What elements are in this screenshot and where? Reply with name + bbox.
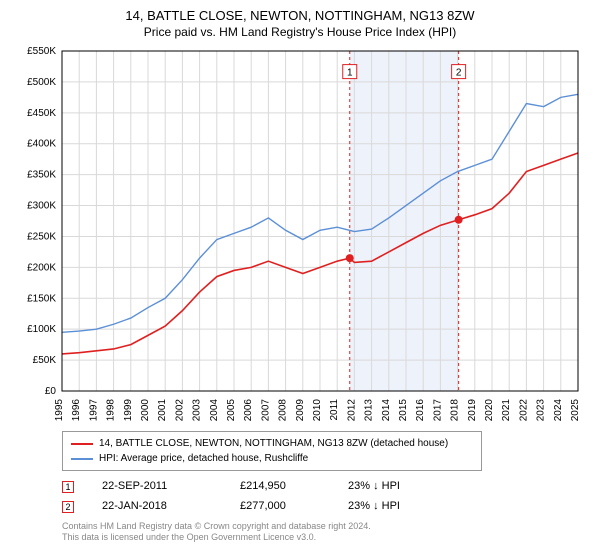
- svg-text:2013: 2013: [364, 399, 375, 422]
- svg-text:2014: 2014: [381, 399, 392, 422]
- svg-text:2024: 2024: [553, 399, 564, 422]
- svg-text:2023: 2023: [536, 399, 547, 422]
- svg-text:2003: 2003: [192, 399, 203, 422]
- sale-marker-box: 2: [62, 501, 74, 513]
- svg-text:2010: 2010: [312, 399, 323, 422]
- svg-text:2019: 2019: [467, 399, 478, 422]
- svg-text:2009: 2009: [295, 399, 306, 422]
- svg-text:2000: 2000: [140, 399, 151, 422]
- svg-text:2016: 2016: [415, 399, 426, 422]
- svg-text:£400K: £400K: [27, 139, 56, 150]
- svg-text:£550K: £550K: [27, 46, 56, 57]
- svg-text:2020: 2020: [484, 399, 495, 422]
- sale-date: 22-JAN-2018: [102, 497, 212, 517]
- legend-item: HPI: Average price, detached house, Rush…: [71, 451, 473, 466]
- sale-hpi: 23% ↓ HPI: [348, 497, 428, 517]
- svg-text:1999: 1999: [123, 399, 134, 422]
- svg-text:2011: 2011: [329, 399, 340, 421]
- svg-text:£450K: £450K: [27, 108, 56, 119]
- chart-container: 14, BATTLE CLOSE, NEWTON, NOTTINGHAM, NG…: [0, 0, 600, 560]
- svg-text:1995: 1995: [54, 399, 65, 422]
- footer-line-2: This data is licensed under the Open Gov…: [62, 532, 590, 544]
- footer-attribution: Contains HM Land Registry data © Crown c…: [62, 521, 590, 544]
- svg-text:2007: 2007: [260, 399, 271, 422]
- svg-text:2025: 2025: [570, 399, 581, 422]
- svg-text:2006: 2006: [243, 399, 254, 422]
- sales-table: 1 22-SEP-2011 £214,950 23% ↓ HPI 2 22-JAN-201…: [62, 477, 590, 517]
- sale-row: 1 22-SEP-2011 £214,950 23% ↓ HPI: [62, 477, 590, 497]
- svg-text:2004: 2004: [209, 399, 220, 422]
- sale-price: £214,950: [240, 477, 320, 497]
- chart-subtitle: Price paid vs. HM Land Registry's House …: [10, 25, 590, 39]
- legend-label: HPI: Average price, detached house, Rush…: [99, 451, 308, 466]
- svg-text:£200K: £200K: [27, 262, 56, 273]
- svg-text:1998: 1998: [106, 399, 117, 422]
- svg-text:£250K: £250K: [27, 231, 56, 242]
- svg-text:£300K: £300K: [27, 201, 56, 212]
- svg-text:£500K: £500K: [27, 77, 56, 88]
- svg-text:£0: £0: [45, 386, 57, 397]
- svg-text:£350K: £350K: [27, 170, 56, 181]
- svg-text:2005: 2005: [226, 399, 237, 422]
- footer-line-1: Contains HM Land Registry data © Crown c…: [62, 521, 590, 533]
- sale-price: £277,000: [240, 497, 320, 517]
- legend-swatch: [71, 458, 93, 460]
- chart-title: 14, BATTLE CLOSE, NEWTON, NOTTINGHAM, NG…: [10, 8, 590, 23]
- svg-text:1: 1: [347, 68, 353, 79]
- svg-text:1996: 1996: [71, 399, 82, 422]
- svg-text:2002: 2002: [174, 399, 185, 422]
- svg-text:£50K: £50K: [33, 355, 57, 366]
- svg-text:2008: 2008: [278, 399, 289, 422]
- sale-hpi: 23% ↓ HPI: [348, 477, 428, 497]
- svg-text:2: 2: [456, 68, 462, 79]
- svg-text:£150K: £150K: [27, 293, 56, 304]
- svg-text:2015: 2015: [398, 399, 409, 422]
- svg-text:2018: 2018: [450, 399, 461, 422]
- legend-swatch: [71, 443, 93, 445]
- legend-label: 14, BATTLE CLOSE, NEWTON, NOTTINGHAM, NG…: [99, 436, 448, 451]
- sale-date: 22-SEP-2011: [102, 477, 212, 497]
- sale-row: 2 22-JAN-2018 £277,000 23% ↓ HPI: [62, 497, 590, 517]
- svg-text:2001: 2001: [157, 399, 168, 422]
- svg-text:£100K: £100K: [27, 324, 56, 335]
- svg-text:1997: 1997: [88, 399, 99, 422]
- svg-text:2022: 2022: [518, 399, 529, 422]
- sale-marker-box: 1: [62, 481, 74, 493]
- svg-text:2021: 2021: [501, 399, 512, 422]
- legend: 14, BATTLE CLOSE, NEWTON, NOTTINGHAM, NG…: [62, 431, 482, 471]
- chart-area: £0 £50K £100K £150K £200K £250K £300K £350K £400…: [10, 45, 590, 425]
- svg-text:2012: 2012: [346, 399, 357, 422]
- legend-item: 14, BATTLE CLOSE, NEWTON, NOTTINGHAM, NG…: [71, 436, 473, 451]
- line-chart-svg: £0 £50K £100K £150K £200K £250K £300K £350K £400…: [10, 45, 590, 425]
- svg-text:2017: 2017: [432, 399, 443, 422]
